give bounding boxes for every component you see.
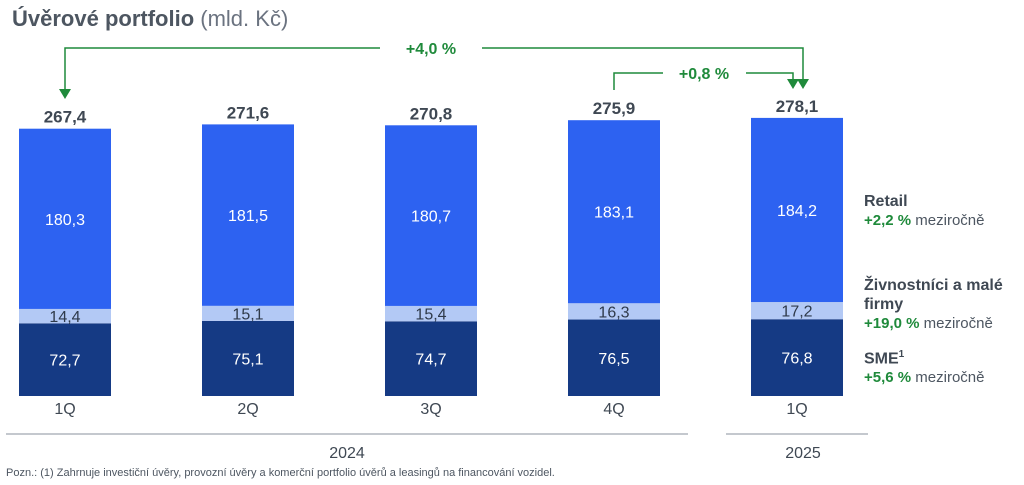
bar-small-business-1 — [19, 308, 111, 324]
connector-qoq-right — [746, 72, 794, 80]
legend-small-business-change: +19,0 % — [864, 315, 920, 332]
x-tick-4: 4Q — [603, 401, 624, 418]
bar-label-small-business-5: 17,2 — [781, 304, 812, 321]
chart-title: Úvěrové portfolio (mld. Kč) — [12, 6, 288, 32]
bar-retail-5 — [751, 117, 843, 303]
bar-label-sme-4: 76,5 — [598, 351, 629, 368]
bar-small-business-4 — [568, 303, 660, 320]
bar-small-business-3 — [385, 305, 477, 322]
bar-sme-1 — [19, 323, 111, 396]
total-label-2: 271,6 — [227, 103, 270, 122]
bar-retail-4 — [568, 120, 660, 304]
bar-label-retail-1: 180,3 — [45, 212, 85, 229]
legend-sme-change: +5,6 % — [864, 369, 912, 387]
x-tick-2: 2Q — [237, 401, 258, 418]
x-tick-3: 3Q — [420, 401, 441, 418]
bar-small-business-5 — [751, 302, 843, 320]
group-label-2025: 2025 — [785, 445, 821, 462]
bar-sme-3 — [385, 321, 477, 396]
connector-yoy-left — [64, 47, 380, 90]
total-label-1: 267,4 — [44, 108, 87, 127]
bar-small-business-2 — [202, 305, 294, 321]
legend-small-business-suffix: meziročně — [923, 315, 993, 332]
bar-sme-5 — [751, 319, 843, 396]
bar-sme-4 — [568, 319, 660, 396]
chart-title-unit: (mld. Kč) — [200, 6, 289, 31]
bar-label-retail-5: 184,2 — [777, 203, 817, 220]
bar-retail-2 — [202, 124, 294, 306]
x-tick-5: 1Q — [786, 401, 807, 418]
bar-retail-1 — [19, 128, 111, 309]
legend-sme-suffix: meziročně — [915, 369, 985, 387]
legend-sme-footnote-mark: 1 — [898, 349, 905, 360]
bar-label-sme-2: 75,1 — [232, 351, 263, 368]
bar-label-retail-2: 181,5 — [228, 208, 268, 225]
footnote: Pozn.: (1) Zahrnuje investiční úvěry, pr… — [6, 467, 555, 479]
legend-retail: Retail +2,2 % meziročně — [864, 192, 985, 230]
legend-small-business: Živnostníci a malé firmy +19,0 % meziroč… — [864, 276, 1014, 333]
connector-yoy-right — [482, 47, 804, 80]
x-tick-1: 1Q — [54, 401, 75, 418]
annotation-yoy: +4,0 % — [406, 41, 456, 58]
bar-label-small-business-3: 15,4 — [415, 307, 446, 324]
legend-retail-name: Retail — [864, 193, 908, 210]
bar-retail-3 — [385, 125, 477, 306]
legend-sme: SME1 +5,6 % meziročně — [864, 345, 985, 387]
bar-label-sme-3: 74,7 — [415, 352, 446, 369]
annotation-qoq: +0,8 % — [679, 66, 729, 83]
total-label-3: 270,8 — [410, 104, 453, 123]
legend-small-business-name: Živnostníci a malé firmy — [864, 277, 1003, 313]
connector-yoy-arrow-start — [59, 89, 71, 99]
bar-label-sme-1: 72,7 — [49, 353, 80, 370]
legend-retail-suffix: meziročně — [915, 212, 985, 229]
bar-label-small-business-2: 15,1 — [232, 306, 263, 323]
group-label-2024: 2024 — [329, 445, 365, 462]
bar-label-small-business-4: 16,3 — [598, 304, 629, 321]
bar-sme-2 — [202, 320, 294, 396]
connector-qoq-left — [613, 72, 663, 90]
connector-yoy-arrow-end — [797, 79, 809, 89]
bar-label-sme-5: 76,8 — [781, 351, 812, 368]
bar-label-retail-4: 183,1 — [594, 205, 634, 222]
chart-title-main: Úvěrové portfolio — [12, 6, 195, 31]
legend-sme-name: SME — [864, 350, 899, 368]
connector-qoq-arrow-end — [787, 79, 799, 89]
legend-retail-change: +2,2 % — [864, 212, 912, 229]
bar-label-small-business-1: 14,4 — [49, 309, 80, 326]
bar-label-retail-3: 180,7 — [411, 209, 451, 226]
total-label-5: 278,1 — [776, 97, 819, 116]
total-label-4: 275,9 — [593, 99, 636, 118]
